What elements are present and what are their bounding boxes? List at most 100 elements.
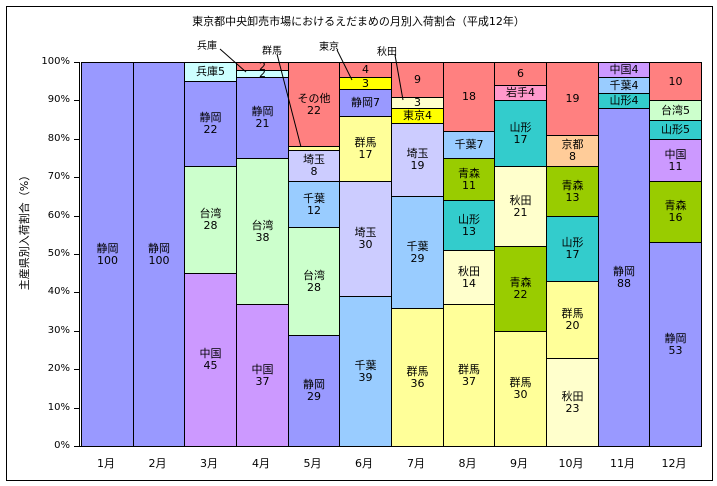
segment-label: 中国 45 [199, 347, 222, 372]
y-tick-mark [74, 216, 79, 217]
segment-month7-akita: 3 [391, 97, 444, 109]
segment-month3-hyogo: 兵庫5 [184, 62, 237, 82]
segment-label: 千葉 29 [406, 239, 429, 265]
y-tick-mark [74, 446, 79, 447]
segment-label: 台湾 28 [199, 207, 222, 232]
segment-label: 静岡 22 [199, 111, 222, 136]
segment-label: 19 [565, 92, 580, 105]
segment-label: 3 [414, 96, 421, 109]
segment-label: 山形 17 [509, 120, 532, 146]
y-axis-title: 主産県別入荷割合（%） [18, 169, 31, 291]
y-tick-mark [74, 331, 79, 332]
segment-month12-others: 10 [649, 62, 702, 101]
bar-column-month-11: 静岡 88 山形4 千葉4 中国4 [598, 62, 650, 447]
segment-label: 静岡 53 [664, 331, 687, 357]
segment-label: 山形5 [661, 123, 690, 136]
segment-month4-china: 中国 37 [236, 304, 289, 447]
bar-column-month-4: 中国 37 台湾 38 静岡 21 2 2 [236, 60, 289, 447]
segment-label: 台湾5 [661, 103, 690, 117]
segment-month7-gunma: 群馬 36 [391, 308, 444, 447]
segment-label: 山形 13 [458, 212, 480, 238]
segment-month6-tokyo: 3 [339, 77, 392, 90]
y-tick-label-20: 20% [47, 363, 70, 374]
segment-label: 青森 16 [664, 199, 687, 224]
bar-column-month-5: 静岡 29 台湾 28 千葉 12 埼玉 8 その他 22 [288, 62, 340, 447]
bar-column-month-2: 静岡 100 [133, 62, 185, 447]
segment-label: 秋田 23 [561, 389, 584, 415]
segment-label: 静岡 100 [96, 241, 119, 267]
x-tick-label-month-9: 9月 [510, 457, 528, 470]
segment-label: 京都 8 [561, 138, 584, 163]
segment-label: 埼玉 8 [303, 153, 325, 178]
segment-month6-others: 4 [339, 62, 392, 78]
segment-label: 中国 11 [664, 147, 687, 173]
segment-label: 青森 13 [561, 178, 584, 204]
segment-month12-yamagata: 山形5 [649, 120, 702, 140]
segment-month9-iwate: 岩手4 [494, 85, 547, 101]
segment-label: 群馬 37 [458, 362, 480, 388]
segment-month10-yamagata: 山形 17 [546, 216, 599, 282]
segment-label: 中国 37 [251, 362, 274, 388]
segment-label: 4 [362, 63, 369, 76]
segment-month4-others: 2 [236, 60, 289, 72]
segment-month7-saitama: 埼玉 19 [391, 123, 444, 197]
segment-label: 静岡 29 [303, 378, 325, 403]
chart-title: 東京都中央卸売市場におけるえだまめの月別入荷割合（平成12年） [192, 15, 525, 28]
x-tick-label-month-5: 5月 [303, 457, 322, 470]
segment-month10-akita: 秋田 23 [546, 358, 599, 447]
bar-column-month-7: 群馬 36 千葉 29 埼玉 19 東京4 3 9 [391, 62, 444, 447]
segment-month11-shizuoka: 静岡 88 [598, 108, 650, 447]
segment-month8-akita: 秋田 14 [443, 250, 495, 305]
segment-month5-others: その他 22 [288, 62, 340, 147]
y-tick-mark [74, 177, 79, 178]
segment-label: 静岡7 [351, 96, 380, 109]
y-tick-mark [74, 254, 79, 255]
segment-month9-aomori: 青森 22 [494, 246, 547, 332]
y-tick-mark [74, 100, 79, 101]
segment-month5-chiba: 千葉 12 [288, 181, 340, 228]
segment-month6-chiba: 千葉 39 [339, 296, 392, 447]
y-tick-mark [74, 292, 79, 293]
y-tick-mark [74, 369, 79, 370]
segment-label: 岩手4 [506, 86, 535, 99]
segment-month3-china: 中国 45 [184, 273, 237, 447]
bar-column-month-9: 群馬 30 青森 22 秋田 21 山形 17 岩手4 6 [494, 62, 547, 447]
x-tick-label-month-6: 6月 [355, 457, 373, 470]
segment-label: 6 [517, 67, 524, 80]
segment-label: 青森 22 [509, 276, 532, 301]
segment-month3-taiwan: 台湾 28 [184, 166, 237, 274]
segment-month7-tokyo: 東京4 [391, 108, 444, 124]
y-tick-mark [74, 139, 79, 140]
segment-month5-saitama: 埼玉 8 [288, 150, 340, 182]
segment-month1-shizuoka: 静岡 100 [81, 62, 134, 447]
segment-month5-shizuoka: 静岡 29 [288, 335, 340, 447]
callout-label-tokyo: 東京 [319, 42, 339, 53]
segment-month4-taiwan: 台湾 38 [236, 158, 289, 305]
segment-label: 山形4 [609, 94, 639, 107]
segment-month11-china: 中国4 [598, 62, 650, 78]
callout-label-hyogo: 兵庫 [197, 41, 217, 52]
segment-month7-others: 9 [391, 62, 444, 98]
segment-month12-aomori: 青森 16 [649, 181, 702, 243]
segment-month11-chiba: 千葉4 [598, 77, 650, 94]
segment-label: 兵庫5 [196, 65, 225, 78]
segment-label: 千葉7 [454, 138, 484, 151]
bar-column-month-6: 千葉 39 埼玉 30 群馬 17 静岡7 3 4 [339, 62, 392, 447]
y-tick-label-60: 60% [47, 210, 70, 221]
y-tick-label-90: 90% [47, 94, 70, 105]
segment-month9-akita: 秋田 21 [494, 166, 547, 247]
segment-month10-others: 19 [546, 62, 599, 136]
y-tick-label-80: 80% [47, 133, 70, 144]
segment-label: 東京4 [403, 109, 432, 122]
x-tick-label-month-7: 7月 [407, 457, 425, 470]
segment-label: 静岡 88 [613, 264, 635, 290]
callout-label-gunma: 群馬 [262, 46, 282, 57]
segment-month6-saitama: 埼玉 30 [339, 181, 392, 297]
bar-column-month-3: 中国 45 台湾 28 静岡 22 兵庫5 [184, 62, 237, 447]
segment-month6-shizuoka: 静岡7 [339, 89, 392, 117]
segment-month8-chiba: 千葉7 [443, 131, 495, 159]
y-tick-label-50: 50% [47, 248, 70, 259]
segment-label: 中国4 [609, 63, 639, 76]
segment-month10-aomori: 青森 13 [546, 166, 599, 217]
